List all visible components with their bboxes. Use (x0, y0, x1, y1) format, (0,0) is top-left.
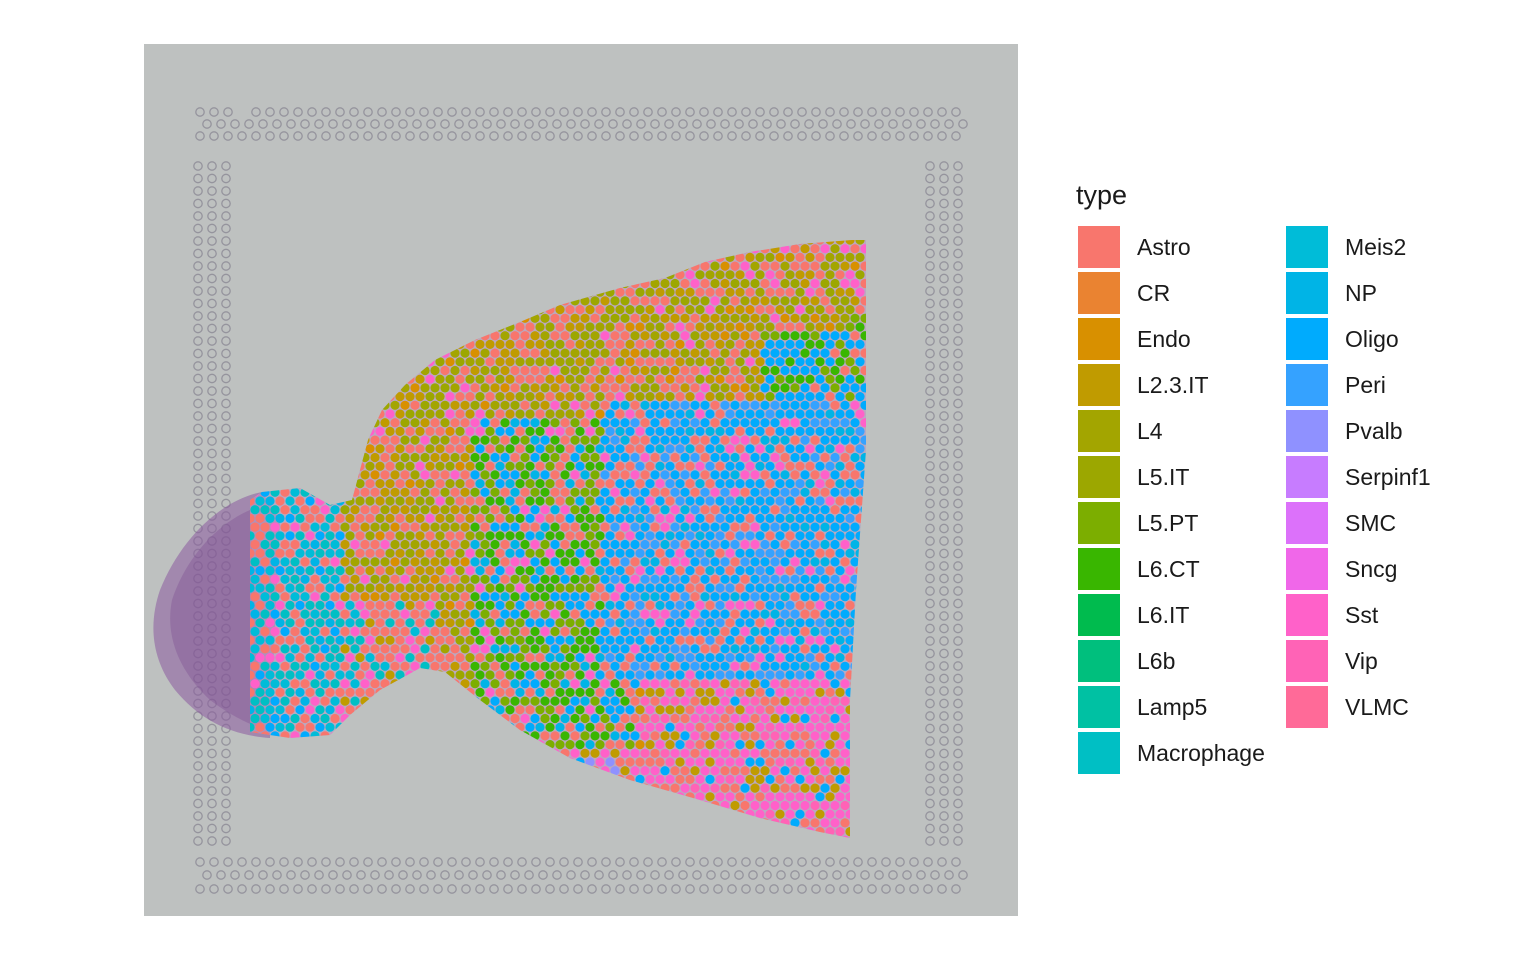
legend-label: Oligo (1345, 326, 1399, 352)
legend-key-vip (1286, 640, 1328, 682)
tissue-stain (153, 492, 280, 738)
legend-key-l6b (1078, 640, 1120, 682)
legend-label: L6b (1137, 648, 1176, 674)
legend-key-pvalb (1286, 410, 1328, 452)
legend-key-astro (1078, 226, 1120, 268)
legend-label: L5.IT (1137, 464, 1190, 490)
legend-label: Meis2 (1345, 234, 1407, 260)
legend-label: Astro (1137, 234, 1191, 260)
legend-key-macrophage (1078, 732, 1120, 774)
legend-label: L4 (1137, 418, 1163, 444)
legend-label: Pvalb (1345, 418, 1403, 444)
legend-key-l2-3-it (1078, 364, 1120, 406)
legend-key-smc (1286, 502, 1328, 544)
legend-label: Peri (1345, 372, 1386, 398)
legend-key-cr (1078, 272, 1120, 314)
legend-key-sncg (1286, 548, 1328, 590)
legend-label: SMC (1345, 510, 1397, 536)
legend-label: NP (1345, 280, 1377, 306)
legend-label: Endo (1137, 326, 1191, 352)
legend-label: Serpinf1 (1345, 464, 1431, 490)
legend-label: Macrophage (1137, 740, 1265, 766)
legend-label: L6.IT (1137, 602, 1190, 628)
legend-key-peri (1286, 364, 1328, 406)
legend-key-lamp5 (1078, 686, 1120, 728)
legend-label: Lamp5 (1137, 694, 1208, 720)
legend-label: VLMC (1345, 694, 1409, 720)
legend-key-meis2 (1286, 226, 1328, 268)
legend-label: L6.CT (1137, 556, 1200, 582)
legend-title: type (1076, 180, 1128, 210)
legend-key-vlmc (1286, 686, 1328, 728)
legend-key-l6-ct (1078, 548, 1120, 590)
legend-label: Sst (1345, 602, 1379, 628)
legend-key-l5-it (1078, 456, 1120, 498)
legend-key-l4 (1078, 410, 1120, 452)
legend-key-l6-it (1078, 594, 1120, 636)
legend-key-l5-pt (1078, 502, 1120, 544)
legend-label: CR (1137, 280, 1171, 306)
legend-label: L2.3.IT (1137, 372, 1209, 398)
legend-key-serpinf1 (1286, 456, 1328, 498)
legend-label: Vip (1345, 648, 1378, 674)
legend-label: Sncg (1345, 556, 1398, 582)
legend-key-endo (1078, 318, 1120, 360)
fiducial-frame (193, 107, 968, 894)
legend-key-np (1286, 272, 1328, 314)
legend-label: L5.PT (1137, 510, 1199, 536)
legend-key-sst (1286, 594, 1328, 636)
legend-key-oligo (1286, 318, 1328, 360)
